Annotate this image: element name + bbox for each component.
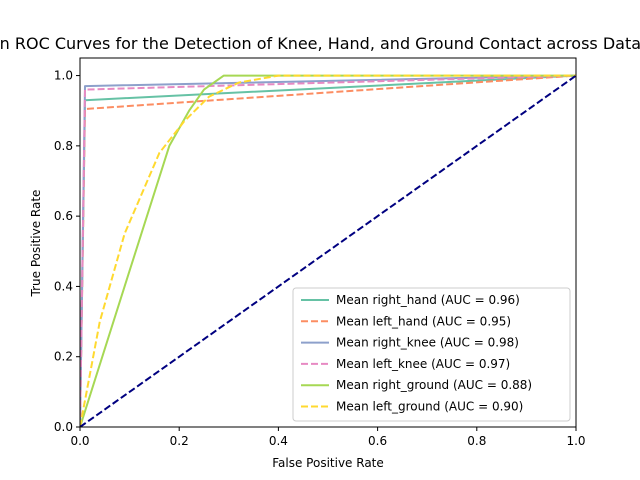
y-axis-label: True Positive Rate — [29, 190, 43, 298]
x-tick-label: 0.0 — [70, 434, 89, 448]
y-tick-label: 1.0 — [54, 69, 73, 83]
series-line-left-ground — [80, 74, 576, 427]
x-tick-label: 0.8 — [467, 434, 486, 448]
legend-entry: Mean right_hand (AUC = 0.96) — [336, 293, 520, 307]
legend-entry: Mean right_knee (AUC = 0.98) — [336, 336, 519, 350]
x-tick-label: 0.6 — [368, 434, 387, 448]
x-tick-label: 0.2 — [170, 434, 189, 448]
legend: Mean right_hand (AUC = 0.96) Mean left_ha… — [292, 287, 571, 422]
legend-entry: Mean left_ground (AUC = 0.90) — [336, 400, 523, 414]
axes-frame — [79, 57, 577, 428]
y-tick-label: 0.4 — [54, 279, 73, 293]
y-tick-label: 0.2 — [54, 350, 73, 364]
y-tick-label: 0.0 — [54, 420, 73, 434]
series-line-left-knee — [80, 74, 576, 427]
legend-entry: Mean right_ground (AUC = 0.88) — [336, 378, 532, 392]
y-tick-label: 0.6 — [54, 209, 73, 223]
series-layer — [80, 74, 576, 427]
x-tick-label: 0.4 — [269, 434, 288, 448]
y-tick-label: 0.8 — [54, 139, 73, 153]
chance-reference-line — [80, 74, 576, 427]
x-axis-label: False Positive Rate — [272, 456, 384, 470]
chart-title: Mean ROC Curves for the Detection of Kne… — [0, 34, 640, 53]
legend-box — [292, 287, 571, 422]
axis-ticks: 0.0 0.2 0.4 0.6 0.8 1.0 0.0 0.2 0.4 0.6 0.8 1.0 — [54, 69, 586, 448]
legend-entry: Mean left_hand (AUC = 0.95) — [336, 314, 511, 328]
legend-entry: Mean left_knee (AUC = 0.97) — [336, 357, 510, 371]
x-tick-label: 1.0 — [566, 434, 585, 448]
series-line-right-ground — [80, 74, 576, 427]
